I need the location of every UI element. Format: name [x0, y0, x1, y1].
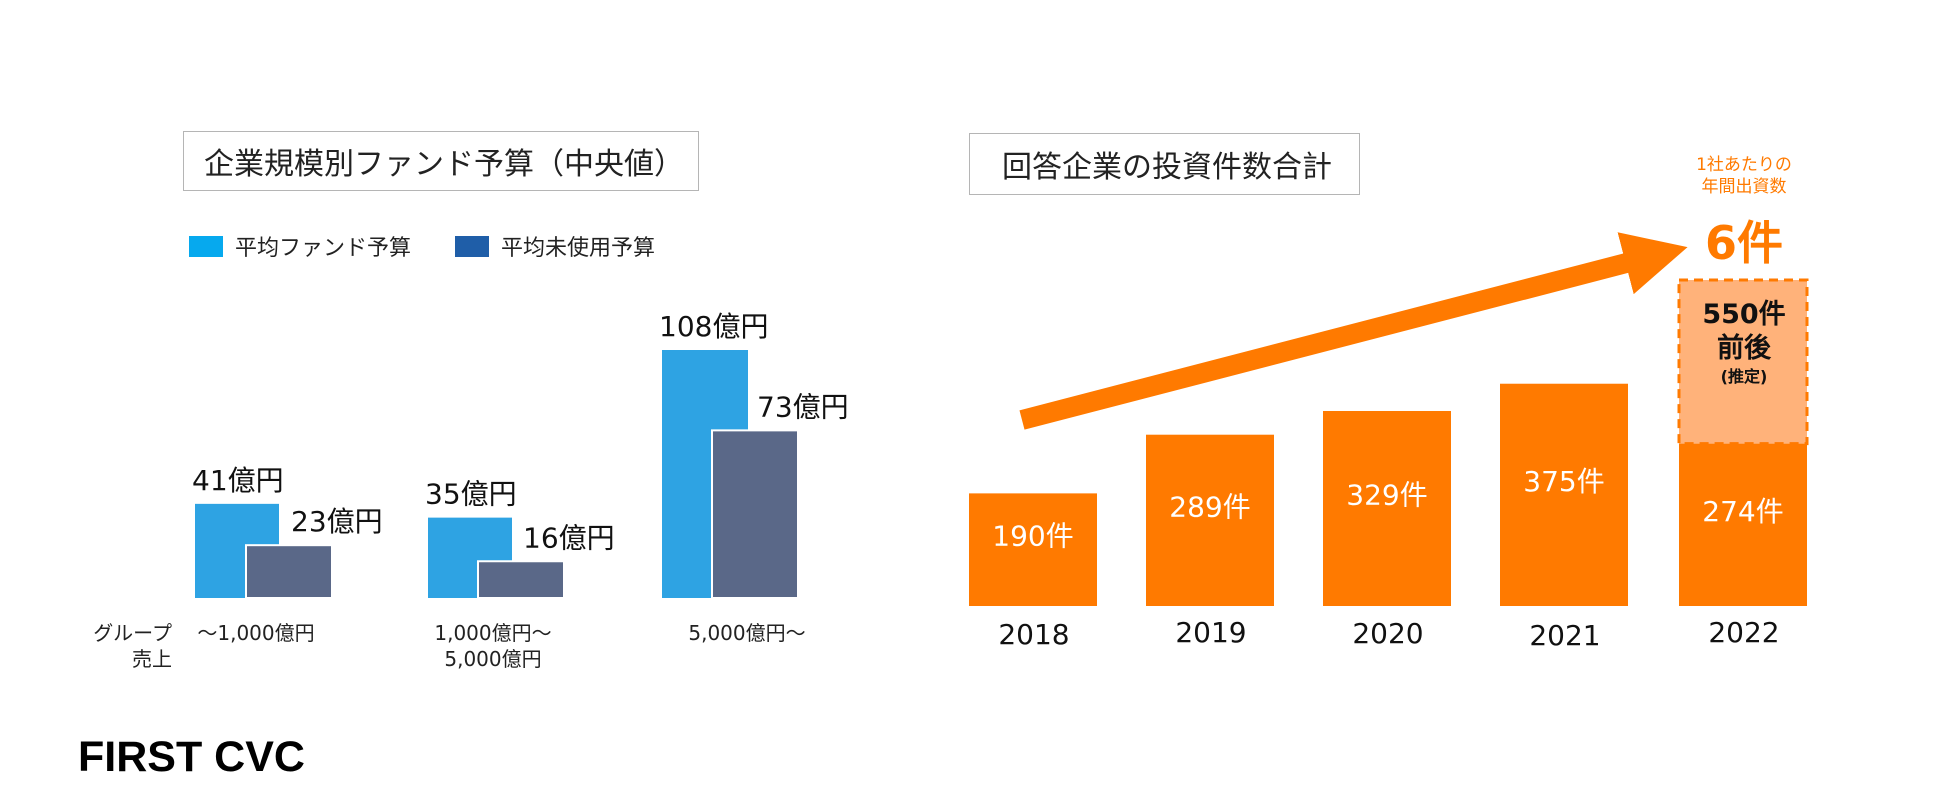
category-label-1000-5000: 1,000億円〜 5,000億円	[418, 620, 568, 672]
category-label-over-5000: 5,000億円〜	[672, 620, 822, 646]
per-company-note-line2: 年間出資数	[1701, 177, 1787, 197]
per-company-value: 6件	[1704, 216, 1783, 270]
year-tick-label: 2022	[1708, 616, 1779, 649]
row-label-line2: 売上	[132, 647, 172, 671]
year-tick-label: 2018	[998, 618, 1069, 651]
estimate-line3: (推定)	[1720, 367, 1768, 386]
right-bar-chart: 190件 2018 289件 2019 329件 2020 375件 2021 274件 2022	[969, 232, 1809, 652]
bar-label-unused-budget: 73億円	[757, 390, 849, 423]
bar-label-unused-budget: 23億円	[291, 505, 383, 538]
bar-label-unused-budget: 16億円	[523, 521, 615, 554]
estimate-text: 550件 前後 (推定)	[1680, 298, 1808, 388]
category-label-line: 5,000億円〜	[688, 621, 806, 645]
legend-label-unused-budget: 平均未使用予算	[501, 236, 656, 261]
left-chart-title: 企業規模別ファンド予算（中央値）	[183, 131, 699, 191]
year-tick-label: 2020	[1352, 617, 1423, 650]
estimate-line1: 550件	[1702, 299, 1786, 330]
category-label-under-1000: 〜1,000億円	[186, 620, 326, 646]
bar-label-avg-budget: 41億円	[192, 464, 284, 497]
legend-swatch-unused-budget	[455, 235, 489, 257]
year-tick-label: 2019	[1175, 616, 1246, 649]
right-chart-title: 回答企業の投資件数合計	[969, 133, 1360, 195]
row-label-line1: グループ	[93, 621, 172, 645]
category-label-line: 5,000億円	[444, 647, 542, 671]
row-label-group-sales: グループ 売上	[76, 620, 172, 672]
bar-value-label: 329件	[1346, 478, 1427, 511]
growth-arrow	[1019, 232, 1688, 430]
category-label-line: 1,000億円〜	[434, 621, 552, 645]
estimate-bar	[1677, 278, 1809, 446]
bar-investment-count	[1323, 410, 1451, 606]
estimate-line2: 前後	[1717, 333, 1771, 364]
bar-unused-budget	[711, 429, 799, 599]
bar-investment-count	[1679, 443, 1807, 606]
left-bar-chart: 41億円 35億円 108億円 23億円 16億円 73億円	[192, 310, 849, 600]
category-label-line: 〜1,000億円	[197, 621, 315, 645]
per-company-note-line1: 1社あたりの	[1696, 155, 1792, 175]
bar-label-avg-budget: 35億円	[425, 478, 517, 511]
brand-logo-text: FIRST CVC	[78, 733, 305, 781]
bar-value-label: 375件	[1523, 465, 1604, 498]
legend-item-avg-budget: 平均ファンド予算	[189, 230, 411, 262]
bar-value-label: 289件	[1169, 490, 1250, 523]
legend-label-avg-budget: 平均ファンド予算	[235, 236, 412, 261]
bar-value-label: 190件	[992, 520, 1073, 553]
year-tick-label: 2021	[1529, 619, 1600, 652]
bar-value-label: 274件	[1702, 495, 1783, 528]
bar-label-avg-budget: 108億円	[659, 310, 768, 343]
bar-investment-count	[1500, 383, 1628, 606]
legend-swatch-avg-budget	[189, 235, 223, 257]
bar-unused-budget	[245, 544, 333, 599]
legend-item-unused-budget: 平均未使用予算	[455, 230, 655, 262]
bar-investment-count	[1146, 434, 1274, 606]
bar-unused-budget	[477, 560, 565, 600]
per-company-note: 1社あたりの 年間出資数	[1672, 154, 1816, 198]
bar-investment-count	[969, 493, 1097, 606]
